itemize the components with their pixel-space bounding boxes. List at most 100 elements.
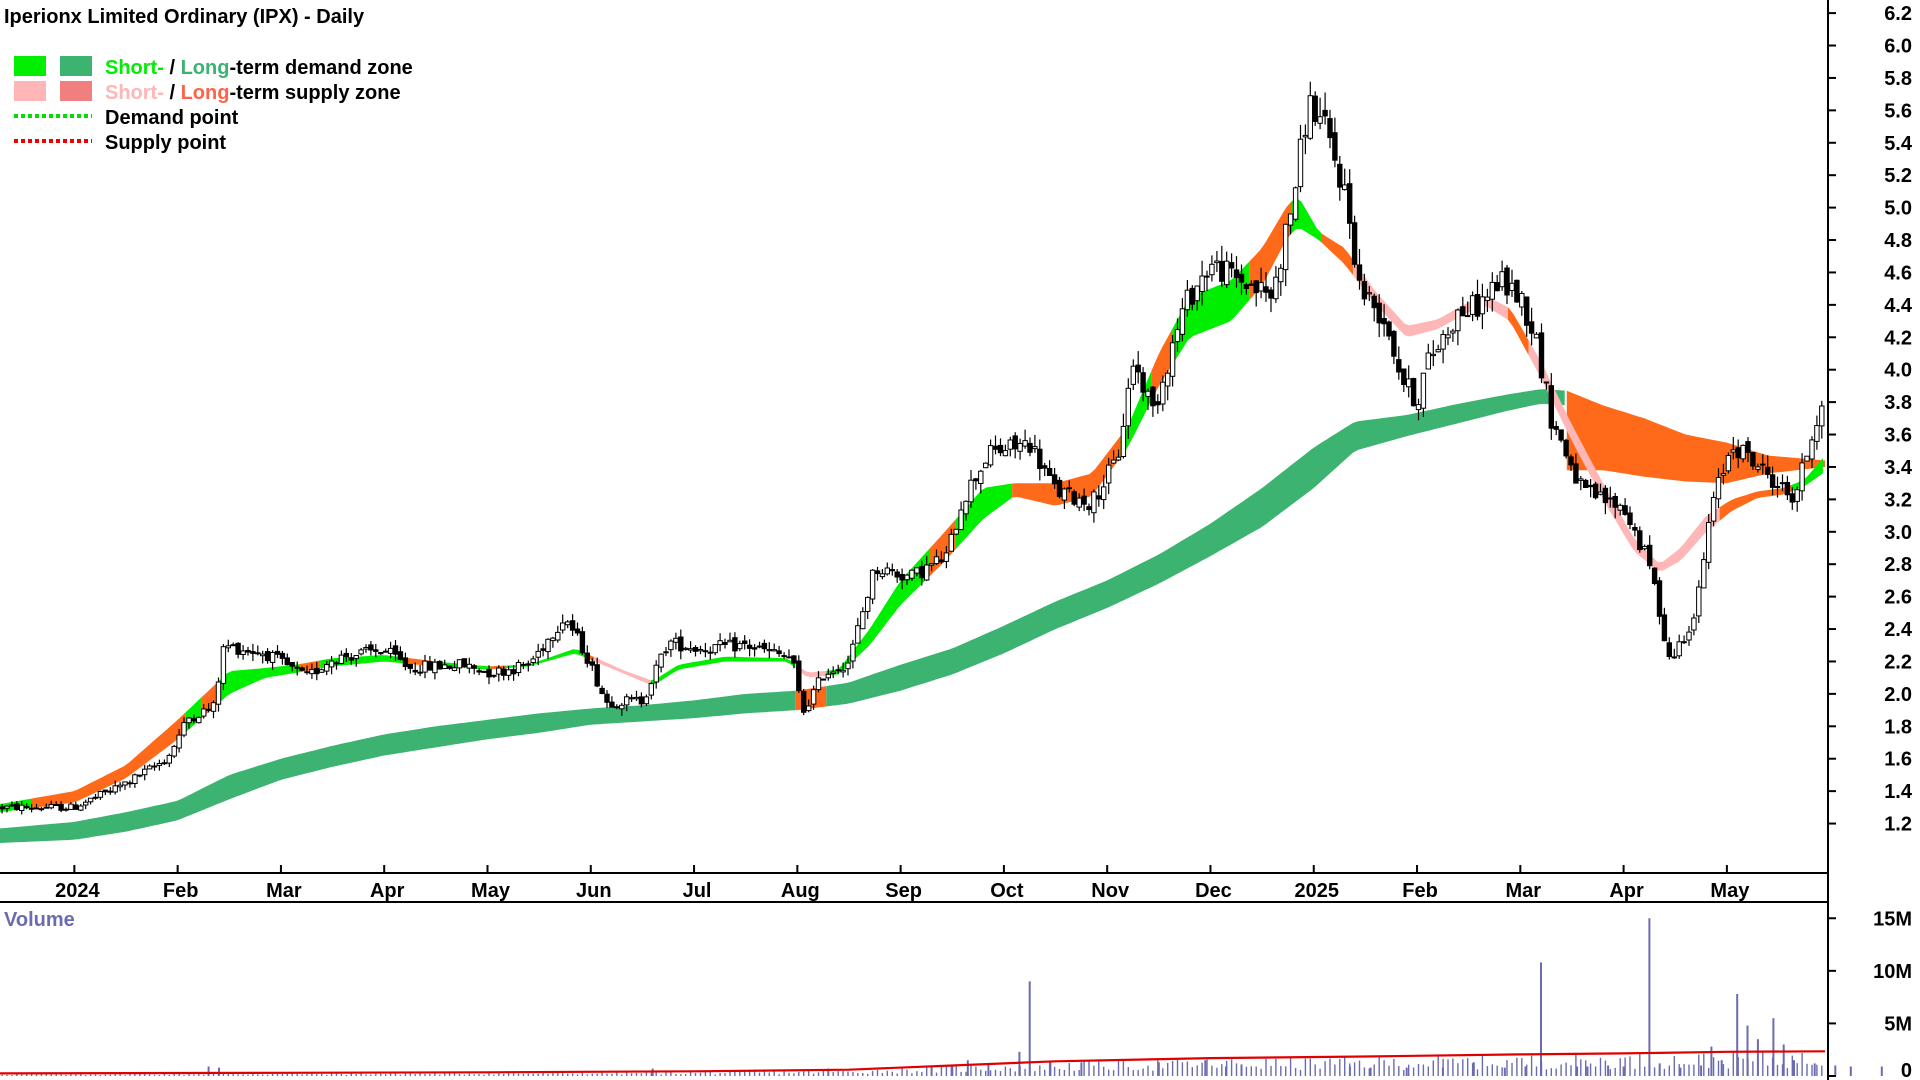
x-axis-ticks: 2024 Feb Mar Apr May Jun Jul Aug Sep Oct Nov Dec 202…: [55, 865, 1750, 902]
candle: [1169, 334, 1176, 387]
y-tick-label: 4.6: [1884, 262, 1912, 284]
candle: [815, 671, 822, 693]
candle: [658, 653, 664, 673]
candle: [1819, 400, 1825, 439]
candle: [363, 644, 369, 653]
candle: [742, 635, 748, 650]
y-tick-label: 2.0: [1884, 684, 1912, 706]
candle: [1632, 523, 1638, 537]
candle: [235, 642, 241, 659]
candle: [1612, 492, 1618, 519]
candle: [166, 753, 173, 768]
candle: [569, 614, 576, 636]
candle: [1794, 486, 1800, 512]
candle: [9, 801, 15, 807]
candle: [1587, 479, 1594, 498]
candle: [1297, 124, 1304, 193]
y-tick-label: 3.2: [1884, 489, 1912, 511]
candle: [756, 641, 763, 649]
candle: [796, 655, 802, 693]
candle: [579, 626, 586, 655]
candle: [1120, 413, 1127, 459]
candle: [835, 664, 841, 675]
candle: [1322, 92, 1328, 125]
candle: [1051, 467, 1058, 489]
candle: [751, 644, 758, 657]
candle: [1386, 320, 1392, 341]
candle: [1101, 474, 1107, 509]
candle: [1174, 318, 1181, 352]
long-term-demand-zone: [826, 389, 1565, 707]
legend-swatch-long: [60, 56, 92, 76]
candle: [663, 647, 669, 657]
candle: [14, 801, 20, 811]
candle: [1725, 452, 1732, 474]
candle: [269, 650, 276, 671]
y-tick-label: 5.8: [1884, 68, 1912, 90]
candle: [466, 657, 473, 674]
candle: [1440, 330, 1446, 364]
candle: [909, 569, 915, 581]
candle: [1135, 351, 1141, 384]
candle: [102, 789, 108, 796]
short-term-zone: [1719, 484, 1792, 521]
x-tick-label: Mar: [266, 880, 302, 902]
candle: [510, 665, 517, 681]
candle: [1750, 452, 1756, 470]
candle: [968, 470, 974, 508]
candle: [33, 804, 40, 810]
candle: [555, 625, 561, 643]
candle: [1273, 266, 1279, 303]
candle: [53, 801, 59, 806]
short-term-zone: [1322, 233, 1353, 276]
x-tick-label: Dec: [1195, 880, 1232, 902]
candle: [1081, 488, 1087, 512]
y-tick-label: 5.4: [1884, 133, 1913, 155]
candle: [378, 652, 384, 656]
candle: [1524, 296, 1530, 337]
candle: [1765, 455, 1771, 479]
y-tick-label: 2.2: [1884, 651, 1912, 673]
short-term-zone: [955, 483, 1013, 550]
candle: [383, 648, 389, 653]
candle: [210, 700, 217, 719]
candle: [1371, 293, 1377, 322]
candle: [255, 645, 261, 656]
candle: [1706, 514, 1712, 570]
y-tick-label: 3.8: [1884, 392, 1912, 414]
candle: [648, 682, 654, 700]
candle: [776, 645, 782, 657]
candle: [545, 638, 551, 659]
long-term-demand-zone: [0, 690, 796, 843]
y-tick-label: 2.4: [1884, 619, 1913, 641]
candle: [614, 704, 620, 710]
candle: [1007, 436, 1013, 457]
candle: [1115, 449, 1122, 462]
y-tick-label: 2.6: [1884, 587, 1912, 609]
candle: [1342, 168, 1348, 191]
candle: [1391, 330, 1397, 365]
legend-item: Supply point: [14, 132, 226, 154]
legend-swatch-short: [14, 81, 46, 101]
volume-label: Volume: [4, 909, 75, 931]
candle: [43, 803, 49, 809]
x-tick-label: 2024: [55, 880, 100, 902]
x-tick-label: Feb: [1402, 880, 1438, 902]
candle: [1091, 489, 1097, 523]
candle: [48, 800, 54, 810]
candle: [830, 666, 836, 679]
candle: [1563, 438, 1569, 459]
legend-label: Short- / Long-term supply zone: [105, 82, 401, 104]
candle: [1425, 343, 1431, 370]
candle: [368, 641, 374, 656]
candle: [1479, 283, 1486, 330]
candle: [1366, 286, 1372, 301]
candle: [505, 666, 512, 681]
candle: [132, 773, 138, 788]
candle: [1696, 580, 1702, 623]
candle: [358, 648, 364, 656]
candle: [328, 656, 335, 675]
candle: [697, 645, 704, 655]
candle: [825, 668, 831, 681]
candle: [442, 659, 448, 670]
